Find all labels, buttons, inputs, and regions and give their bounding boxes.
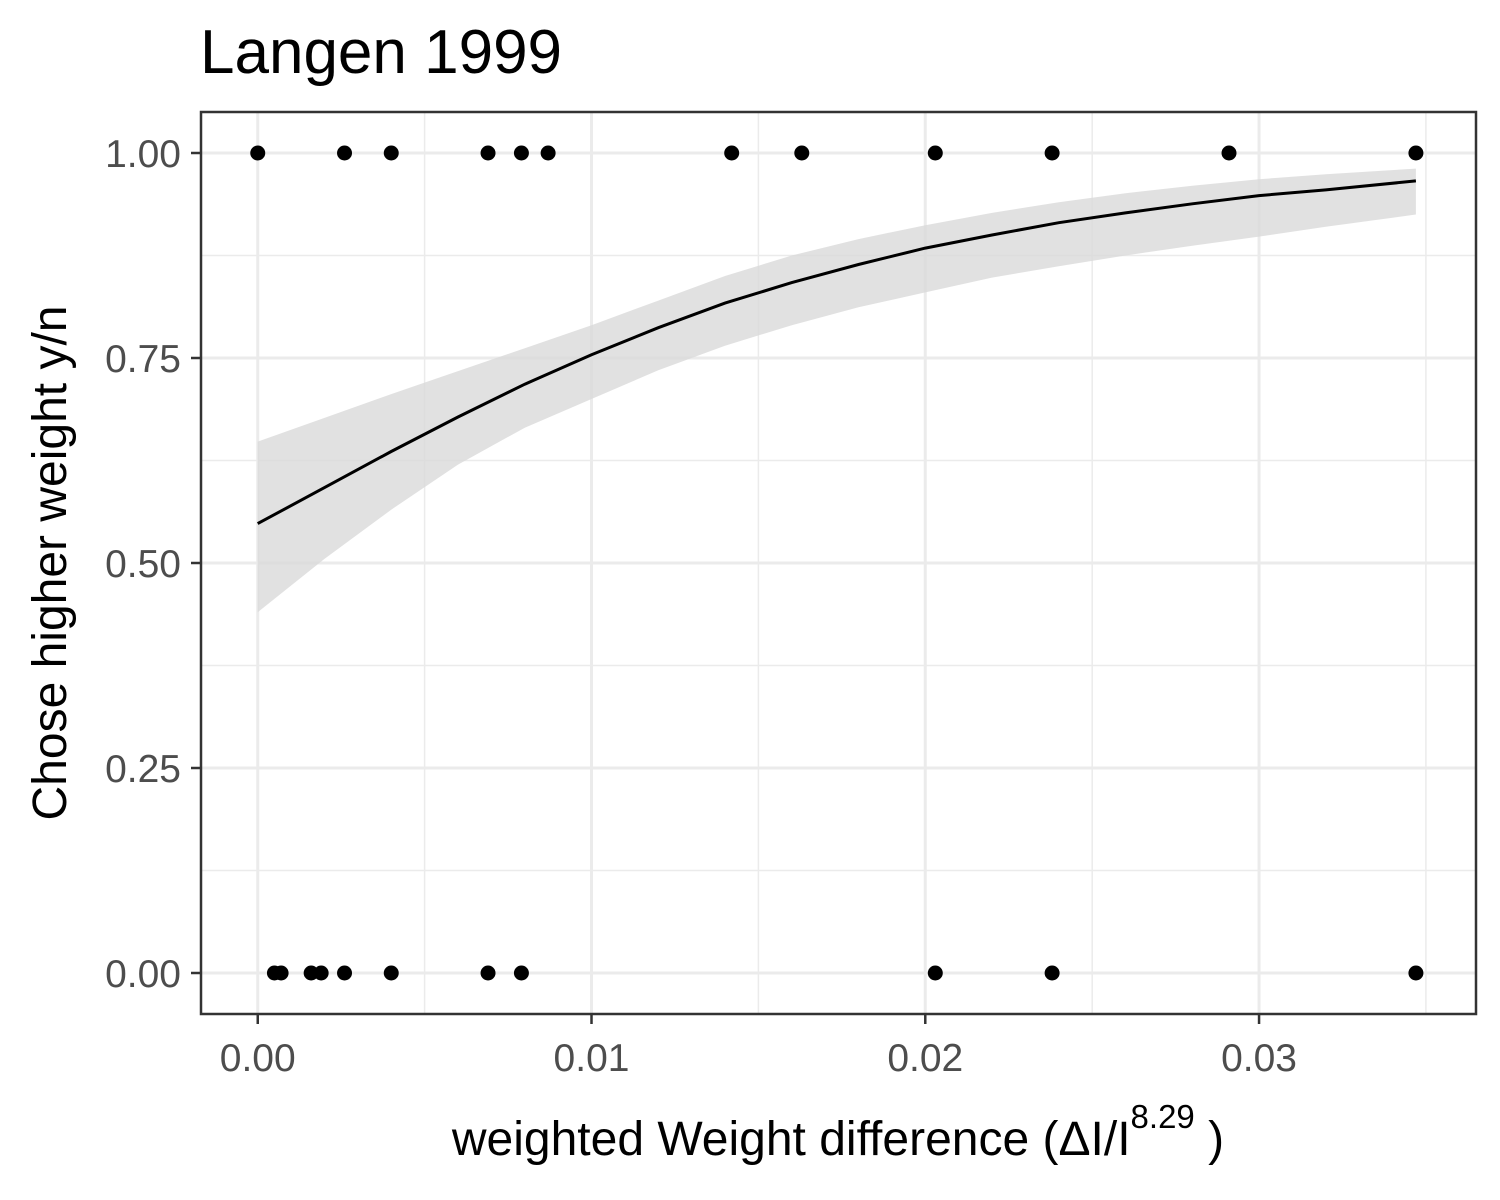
chart-title: Langen 1999	[200, 18, 562, 87]
data-point	[383, 145, 399, 161]
points-layer	[250, 145, 1424, 981]
x-tick-label: 0.00	[220, 1037, 296, 1080]
data-point	[513, 965, 529, 981]
y-tick-label: 0.75	[105, 338, 181, 381]
confidence-ribbon-layer	[257, 168, 1416, 613]
data-point	[513, 145, 529, 161]
data-point	[273, 965, 289, 981]
fit-line	[256, 179, 1417, 525]
data-point	[480, 965, 496, 981]
data-point	[1044, 145, 1060, 161]
data-point	[794, 145, 810, 161]
x-tick-label: 0.03	[1221, 1037, 1297, 1080]
y-tick-label: 1.00	[105, 133, 181, 176]
y-tick-label: 0.00	[105, 953, 181, 996]
x-axis-title-suffix: )	[1195, 1113, 1224, 1166]
data-point	[1221, 145, 1237, 161]
x-axis-ticks: 0.00 0.01 0.02 0.03	[220, 1014, 1297, 1080]
data-point	[1408, 965, 1424, 981]
y-tick-label: 0.50	[105, 543, 181, 586]
y-axis-ticks: 0.00 0.25 0.50 0.75 1.00	[105, 133, 201, 996]
x-axis-title-main: weighted Weight difference (ΔI/I	[451, 1113, 1131, 1166]
x-tick-label: 0.02	[887, 1037, 963, 1080]
data-point	[1044, 965, 1060, 981]
fit-line-layer	[256, 179, 1417, 525]
data-point	[383, 965, 399, 981]
data-point	[724, 145, 740, 161]
confidence-ribbon	[257, 168, 1416, 613]
data-point	[337, 965, 353, 981]
data-point	[927, 965, 943, 981]
data-point	[480, 145, 496, 161]
data-point	[337, 145, 353, 161]
data-point	[540, 145, 556, 161]
data-point	[313, 965, 329, 981]
y-axis-title: Chose higher weight y/n	[24, 306, 77, 821]
data-point	[927, 145, 943, 161]
x-axis-title-superscript: 8.29	[1131, 1098, 1195, 1135]
y-tick-label: 0.25	[105, 748, 181, 791]
x-tick-label: 0.01	[554, 1037, 630, 1080]
data-point	[1408, 145, 1424, 161]
x-axis-title: weighted Weight difference (ΔI/I8.29 )	[451, 1098, 1224, 1166]
data-point	[250, 145, 266, 161]
